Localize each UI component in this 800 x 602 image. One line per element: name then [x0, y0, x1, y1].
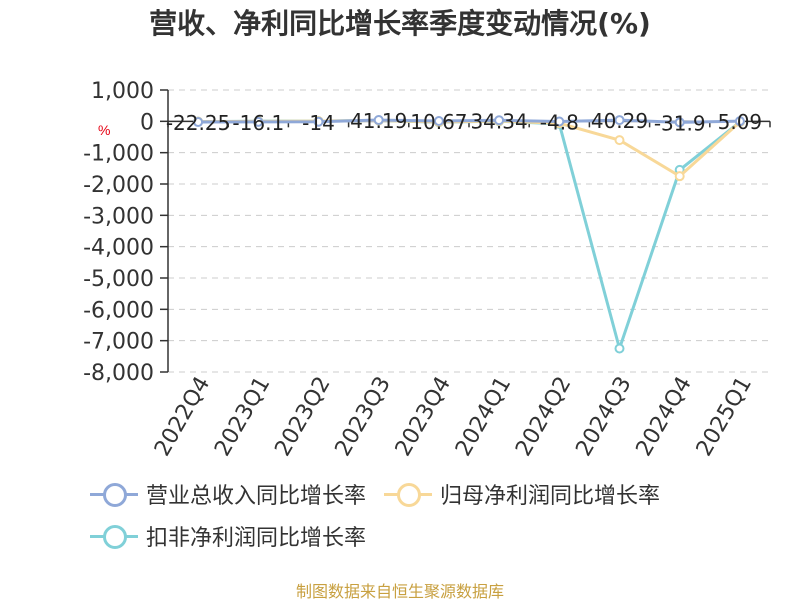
legend-swatch-icon: [384, 482, 433, 507]
data-label: -4.8: [540, 110, 579, 134]
data-label: -22.25: [166, 111, 230, 135]
series-line: [198, 118, 740, 124]
data-point: [674, 171, 685, 182]
x-tick-label: 2025Q1: [692, 373, 757, 461]
y-tick-label: -1,000: [83, 142, 154, 167]
y-tick-label: 1,000: [91, 79, 154, 104]
x-tick-label: 2024Q3: [571, 373, 636, 461]
data-point: [614, 343, 625, 354]
data-label: -31.9: [654, 111, 706, 135]
y-tick-label: -2,000: [83, 173, 154, 198]
legend-label: 扣非净利润同比增长率: [146, 526, 367, 551]
y-axis-unit-label: %: [98, 122, 111, 138]
legend: 营业总收入同比增长率 归母净利润同比增长率扣非净利润同比增长率: [90, 476, 770, 560]
legend-item[interactable]: 归母净利润同比增长率: [384, 476, 660, 512]
x-tick-label: 2022Q4: [150, 373, 215, 461]
x-tick-label: 2024Q1: [451, 372, 516, 460]
data-source-note: 制图数据来自恒生聚源数据库: [295, 582, 504, 601]
data-label: 5.09: [718, 110, 763, 134]
y-tick-label: -4,000: [83, 236, 154, 261]
y-tick-label: -5,000: [83, 267, 154, 292]
data-point: [614, 115, 625, 126]
data-point: [674, 117, 685, 128]
legend-item[interactable]: 扣非净利润同比增长率: [90, 518, 366, 554]
x-tick-label: 2023Q2: [270, 373, 335, 461]
data-label: 34.34: [470, 109, 527, 133]
x-tick-label: 2023Q4: [391, 373, 456, 461]
data-point: [433, 115, 444, 126]
data-label: 10.67: [410, 110, 467, 134]
x-tick-label: 2023Q1: [210, 373, 275, 461]
data-point: [253, 116, 264, 127]
data-label: 41.19: [350, 109, 407, 133]
data-label: -16.1: [232, 111, 284, 135]
y-tick-label: -6,000: [83, 298, 154, 323]
x-tick-label: 2024Q4: [632, 373, 697, 461]
legend-item[interactable]: 营业总收入同比增长率: [90, 476, 366, 512]
legend-swatch-icon: [90, 524, 138, 549]
legend-label: 归母净利润同比增长率: [440, 484, 661, 509]
data-point: [494, 115, 505, 126]
x-tick-label: 2024Q2: [511, 373, 576, 461]
y-tick-label: -8,000: [83, 361, 154, 386]
chart-title: 营收、净利同比增长率季度变动情况(%): [149, 7, 651, 40]
data-point: [734, 116, 745, 127]
data-point: [313, 116, 324, 127]
series-line: [198, 118, 741, 354]
data-point: [614, 135, 625, 146]
y-tick-label: -3,000: [83, 204, 154, 229]
data-point: [554, 116, 565, 127]
data-point: [373, 115, 384, 126]
legend-label: 营业总收入同比增长率: [146, 484, 367, 509]
y-tick-label: 0: [140, 110, 154, 135]
data-label: 40.29: [591, 109, 648, 133]
legend-swatch-icon: [90, 482, 138, 507]
y-tick-label: -7,000: [83, 330, 154, 355]
x-tick-label: 2023Q3: [331, 373, 396, 461]
data-label: -14: [302, 111, 335, 135]
data-point: [193, 117, 204, 128]
